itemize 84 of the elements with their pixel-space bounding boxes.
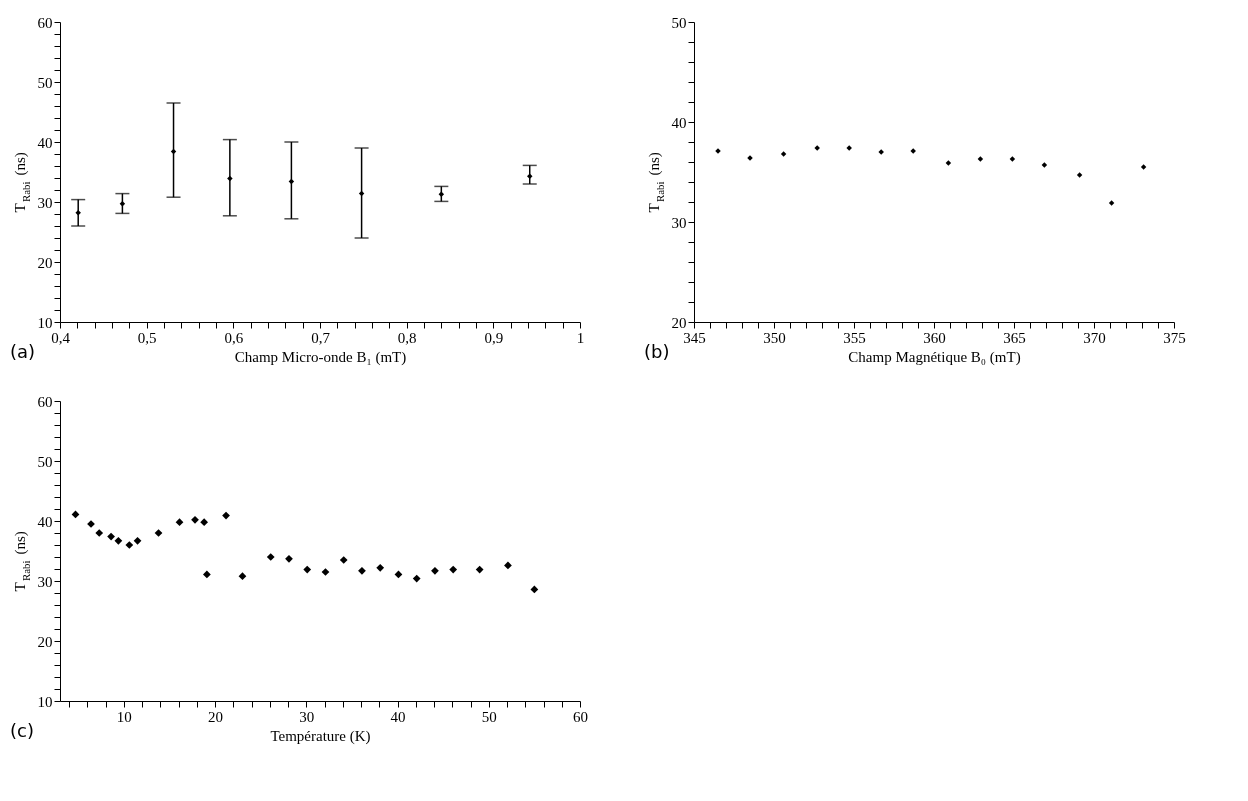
point	[321, 568, 330, 576]
point	[238, 572, 247, 581]
x-tick-label: 375	[1163, 329, 1186, 346]
x-tick-label: 0,4	[51, 329, 71, 346]
point	[75, 210, 81, 216]
text: (a)	[10, 341, 36, 362]
x-tick-label: 370	[1083, 329, 1106, 346]
x-axis-title: Température (K)	[270, 727, 371, 745]
y-tick-label: 20	[37, 254, 53, 271]
x-tick-label: 20	[208, 708, 224, 725]
x-tick-label: 60	[573, 708, 588, 725]
point	[438, 191, 445, 197]
point	[394, 570, 403, 579]
point	[114, 536, 123, 545]
point	[222, 511, 230, 520]
y-axis-title: TRabi (ns)	[12, 152, 32, 213]
point	[119, 201, 126, 207]
x-tick-label: 345	[683, 329, 706, 346]
point	[133, 536, 142, 545]
y-tick-label: 40	[671, 114, 687, 131]
y-tick-label: 50	[37, 453, 53, 470]
y-tick-label: 30	[37, 194, 53, 211]
x-axis-title: Champ Micro-onde B₁ (mT)	[234, 348, 407, 366]
text: (b)	[644, 341, 670, 362]
x-tick-label: 30	[299, 708, 315, 725]
y-tick-label: 40	[37, 513, 53, 530]
point	[303, 565, 312, 574]
y-tick-label: 30	[37, 573, 53, 590]
x-tick-label: 350	[763, 329, 786, 346]
x-tick-label: 0,7	[311, 329, 331, 346]
y-tick-label: 50	[37, 74, 53, 91]
y-axis-title: TRabi (ns)	[12, 531, 32, 592]
point	[449, 565, 458, 574]
x-axis-title: Champ Magnétique B₀ (mT)	[848, 348, 1021, 366]
point	[95, 529, 104, 537]
point	[203, 570, 211, 579]
text: (c)	[10, 720, 34, 741]
point	[530, 585, 539, 594]
point	[358, 566, 366, 575]
y-tick-label: 30	[671, 214, 687, 231]
point	[1076, 172, 1083, 178]
point	[200, 518, 209, 527]
point	[1041, 162, 1048, 168]
x-tick-label: 0,5	[137, 329, 157, 346]
y-tick-label: 10	[37, 314, 53, 331]
point	[266, 553, 275, 561]
point	[945, 160, 952, 166]
point	[977, 156, 984, 162]
x-tick-label: 0,6	[224, 329, 244, 346]
point	[376, 563, 385, 572]
y-tick-label: 60	[37, 14, 53, 31]
y-tick-label: 40	[37, 134, 53, 151]
point	[339, 556, 348, 564]
point	[175, 518, 184, 527]
x-tick-label: 365	[1003, 329, 1026, 346]
x-tick-label: 0,8	[397, 329, 417, 346]
x-tick-label: 50	[481, 708, 497, 725]
point	[412, 574, 421, 583]
point	[526, 173, 533, 179]
y-tick-label: 10	[37, 693, 53, 710]
x-tick-label: 1	[576, 329, 585, 346]
point	[431, 566, 439, 575]
point	[475, 565, 484, 574]
x-tick-label: 40	[390, 708, 406, 725]
x-tick-label: 10	[116, 708, 132, 725]
point	[154, 529, 163, 537]
x-tick-label: 355	[843, 329, 866, 346]
point	[504, 561, 512, 570]
point	[191, 515, 199, 524]
y-tick-label: 20	[37, 633, 53, 650]
y-tick-label: 50	[671, 14, 687, 31]
point	[285, 554, 293, 563]
point	[780, 151, 787, 157]
y-tick-label: 60	[37, 393, 53, 410]
x-tick-label: 360	[923, 329, 946, 346]
point	[1140, 164, 1147, 170]
point	[1108, 200, 1115, 206]
x-tick-label: 0,9	[484, 329, 504, 346]
point	[107, 532, 115, 541]
point	[125, 541, 134, 549]
y-axis-title: TRabi (ns)	[646, 152, 666, 213]
y-tick-label: 20	[671, 314, 687, 331]
point	[227, 175, 233, 182]
point	[1009, 156, 1016, 162]
